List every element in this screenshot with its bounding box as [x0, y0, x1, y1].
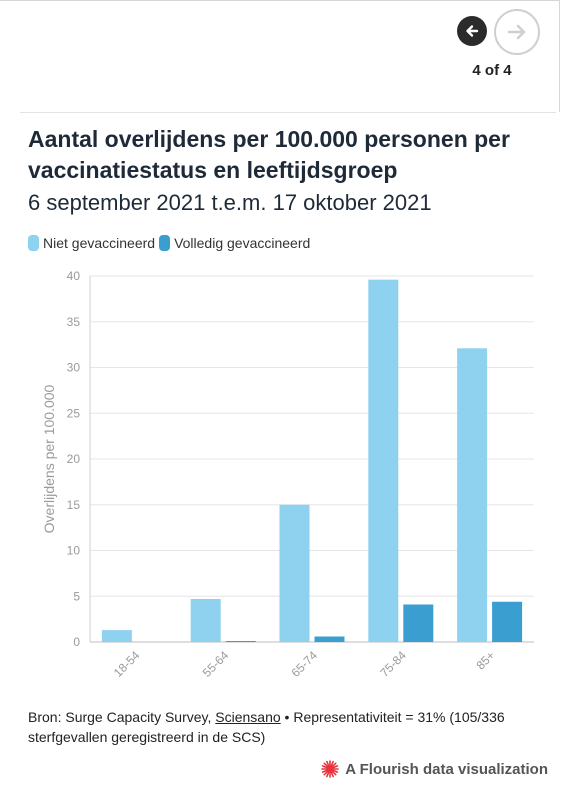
legend-swatch	[159, 235, 171, 251]
x-tick-label: 75-84	[377, 648, 409, 680]
bar-volledig-gevaccineerd	[403, 604, 434, 642]
x-tick-label: 85+	[473, 648, 497, 672]
arrow-right-icon	[507, 24, 526, 40]
header-divider	[20, 112, 556, 113]
bar-niet-gevaccineerd	[457, 348, 488, 642]
y-tick-label: 10	[67, 544, 81, 558]
y-tick-label: 20	[67, 452, 81, 466]
bar-niet-gevaccineerd	[101, 630, 132, 642]
bar-chart: 0 5 10 15 20 25 30 35 40 Overlijdens per 100.000 1…	[41, 269, 534, 680]
x-tick-label: 55-64	[200, 648, 232, 680]
y-tick-label: 15	[67, 498, 81, 512]
y-tick-label: 25	[67, 406, 81, 420]
x-tick-label: 65-74	[289, 648, 321, 680]
legend-label: Niet gevaccineerd	[43, 235, 156, 251]
bar-volledig-gevaccineerd	[314, 636, 345, 642]
bar-volledig-gevaccineerd	[492, 601, 523, 642]
legend: Niet gevaccineerd Volledig gevaccineerd	[28, 233, 314, 253]
source-note: Bron: Surge Capacity Survey, Sciensano •…	[28, 707, 548, 747]
pager-text: 4 of 4	[472, 62, 512, 79]
legend-item-volledig-gevaccineerd[interactable]: Volledig gevaccineerd	[159, 235, 310, 251]
bar-niet-gevaccineerd	[368, 279, 399, 642]
legend-label: Volledig gevaccineerd	[174, 235, 311, 251]
y-tick-label: 0	[73, 635, 80, 649]
source-suffix: • Representativiteit = 31% (105/336 ster…	[28, 709, 505, 745]
chart-title: Aantal overlijdens per 100.000 personen …	[28, 126, 510, 183]
arrow-left-icon	[466, 25, 479, 37]
next-button[interactable]	[494, 9, 540, 55]
y-axis-title: Overlijdens per 100.000	[41, 384, 57, 533]
flourish-label: A Flourish data visualization	[345, 760, 548, 778]
chart-subtitle: 6 september 2021 t.e.m. 17 oktober 2021	[28, 190, 432, 215]
slide-navigation: 4 of 4	[448, 9, 548, 86]
source-prefix: Bron: Surge Capacity Survey,	[28, 709, 216, 725]
source-link[interactable]: Sciensano	[215, 709, 281, 725]
y-tick-label: 35	[67, 315, 81, 329]
y-tick-label: 5	[73, 589, 80, 603]
y-tick-label: 30	[67, 361, 81, 375]
bar-niet-gevaccineerd	[279, 504, 310, 642]
y-tick-label: 40	[67, 269, 81, 283]
bar-niet-gevaccineerd	[190, 598, 221, 642]
prev-button[interactable]	[457, 16, 487, 46]
top-border	[0, 0, 559, 1]
flourish-logo-icon	[321, 760, 339, 778]
bar-volledig-gevaccineerd	[225, 641, 256, 642]
side-border	[559, 0, 560, 112]
x-tick-label: 18-54	[111, 648, 143, 680]
flourish-credit[interactable]: A Flourish data visualization	[321, 760, 548, 778]
legend-swatch	[28, 235, 39, 251]
legend-item-niet-gevaccineerd[interactable]: Niet gevaccineerd	[28, 235, 155, 251]
